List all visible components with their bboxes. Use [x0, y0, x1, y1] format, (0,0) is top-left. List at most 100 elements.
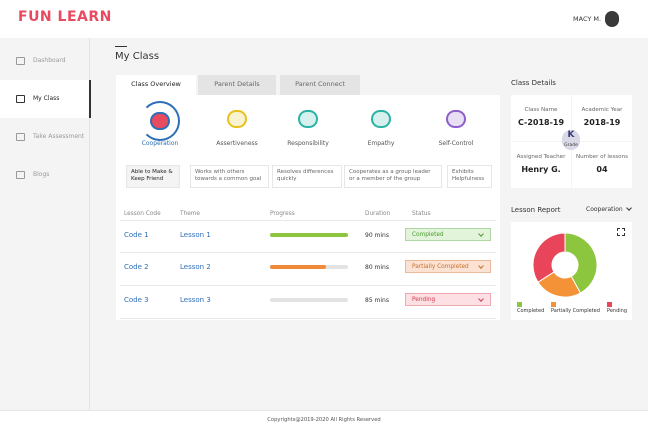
skill-label[interactable]: Assertiveness [216, 140, 258, 147]
footer-text: Copyrights@2019-2020 All Rights Reserved [267, 417, 381, 423]
detail-value: 04 [596, 165, 608, 174]
detail-cell [572, 95, 632, 141]
skill-label[interactable]: Responsibility [287, 140, 329, 147]
nav-item[interactable]: Take Assessment [33, 133, 85, 140]
skill-icon[interactable] [371, 110, 391, 128]
tab[interactable] [116, 75, 196, 95]
title-rule [115, 46, 127, 47]
duration: 80 mins [365, 264, 389, 271]
active-item [0, 80, 91, 118]
nav-item[interactable]: My Class [33, 95, 60, 102]
progress-bar [270, 265, 327, 269]
lesson-theme[interactable]: Lesson 3 [180, 296, 211, 304]
skill-label[interactable]: Self-Control [438, 140, 474, 147]
behavior-label: Cooperates as a group leader or a member… [349, 169, 431, 182]
selected-ring [140, 101, 180, 141]
column-header: Lesson Code [124, 211, 161, 217]
detail-cell [572, 142, 632, 188]
avatar[interactable] [605, 11, 619, 27]
lesson-report-title: Lesson Report [511, 206, 561, 214]
row-divider [120, 220, 496, 221]
footer [0, 410, 648, 431]
column-header: Progress [270, 211, 295, 217]
donut-slice [564, 232, 598, 294]
behavior-chip[interactable]: Works with others towards a common goal [190, 165, 269, 188]
duration: 85 mins [365, 297, 389, 304]
grade-label: Grade [564, 143, 578, 148]
skill-icon[interactable] [227, 110, 247, 128]
detail-label: Number of lessons [575, 154, 629, 160]
legend-swatch [551, 302, 556, 307]
column-header: Theme [180, 211, 200, 217]
page-title: My Class [115, 51, 160, 62]
expand-icon[interactable] [617, 228, 625, 236]
nav-item[interactable]: Blogs [33, 171, 50, 178]
skill-icon[interactable] [298, 110, 318, 128]
detail-value: 2018-19 [583, 118, 621, 127]
duration: 90 mins [365, 232, 389, 239]
status-dropdown[interactable] [405, 260, 491, 273]
legend-label: Partially Completed [551, 308, 600, 314]
row-divider [120, 318, 496, 319]
logo[interactable]: FUN LEARN [18, 9, 112, 25]
tab-label[interactable]: Class Overview [131, 80, 181, 88]
legend-swatch [517, 302, 522, 307]
status-label[interactable]: Completed [412, 232, 444, 238]
tab-label[interactable]: Parent Details [214, 80, 260, 88]
tab[interactable] [198, 75, 276, 95]
detail-value: C-2018-19 [517, 118, 565, 127]
tab-label[interactable]: Parent Connect [295, 80, 345, 88]
nav-icon[interactable] [16, 133, 25, 141]
lesson-code[interactable]: Code 3 [124, 296, 149, 304]
status-label[interactable]: Pending [412, 297, 436, 303]
grade-letter: K [567, 130, 575, 140]
legend-swatch [607, 302, 612, 307]
behavior-label: Exhibits Helpfulness [452, 169, 485, 182]
tab[interactable] [280, 75, 360, 95]
behavior-label: Able to Make & Keep Friend [131, 169, 173, 182]
skill-label[interactable]: Cooperation [141, 140, 179, 147]
skill-label[interactable]: Empathy [367, 140, 395, 147]
skill-icon[interactable] [150, 112, 170, 130]
detail-cell [511, 142, 571, 188]
status-dropdown[interactable] [405, 228, 491, 241]
column-header: Duration [365, 211, 391, 217]
status-dropdown[interactable] [405, 293, 491, 306]
progress-bar [270, 233, 348, 237]
user-name[interactable]: MACY M. [573, 15, 602, 23]
detail-cell [511, 95, 571, 141]
behavior-chip[interactable]: Cooperates as a group leader or a member… [344, 165, 442, 188]
detail-label: Academic Year [581, 107, 623, 113]
behavior-chip[interactable]: Resolves differences quickly [272, 165, 342, 188]
overview-card [116, 95, 500, 320]
nav-icon[interactable] [16, 95, 25, 103]
lesson-code[interactable]: Code 1 [124, 231, 149, 239]
detail-value: Henry G. [521, 165, 561, 174]
header [0, 0, 648, 38]
behavior-label: Resolves differences quickly [277, 169, 334, 182]
column-header: Status [412, 211, 431, 217]
behavior-chip[interactable]: Able to Make & Keep Friend [126, 165, 180, 188]
class-details-title: Class Details [511, 79, 556, 87]
lesson-theme[interactable]: Lesson 2 [180, 263, 211, 271]
nav-icon[interactable] [16, 57, 25, 65]
nav-icon[interactable] [16, 171, 25, 179]
nav-item[interactable]: Dashboard [33, 57, 66, 64]
legend-label: Pending [607, 308, 627, 314]
lesson-code[interactable]: Code 2 [124, 263, 149, 271]
detail-label: Assigned Teacher [516, 154, 566, 160]
skill-icon[interactable] [446, 110, 466, 128]
row-divider [120, 252, 496, 253]
progress-track [270, 298, 348, 302]
donut-slice [532, 232, 566, 283]
lesson-theme[interactable]: Lesson 1 [180, 231, 211, 239]
row-divider [120, 285, 496, 286]
behavior-label: Works with others towards a common goal [195, 169, 262, 182]
behavior-chip[interactable]: Exhibits Helpfulness [447, 165, 492, 188]
status-label[interactable]: Partially Completed [412, 264, 469, 270]
legend-label: Completed [517, 308, 545, 314]
detail-label: Class Name [524, 107, 558, 113]
report-filter[interactable]: Cooperation [586, 206, 623, 213]
